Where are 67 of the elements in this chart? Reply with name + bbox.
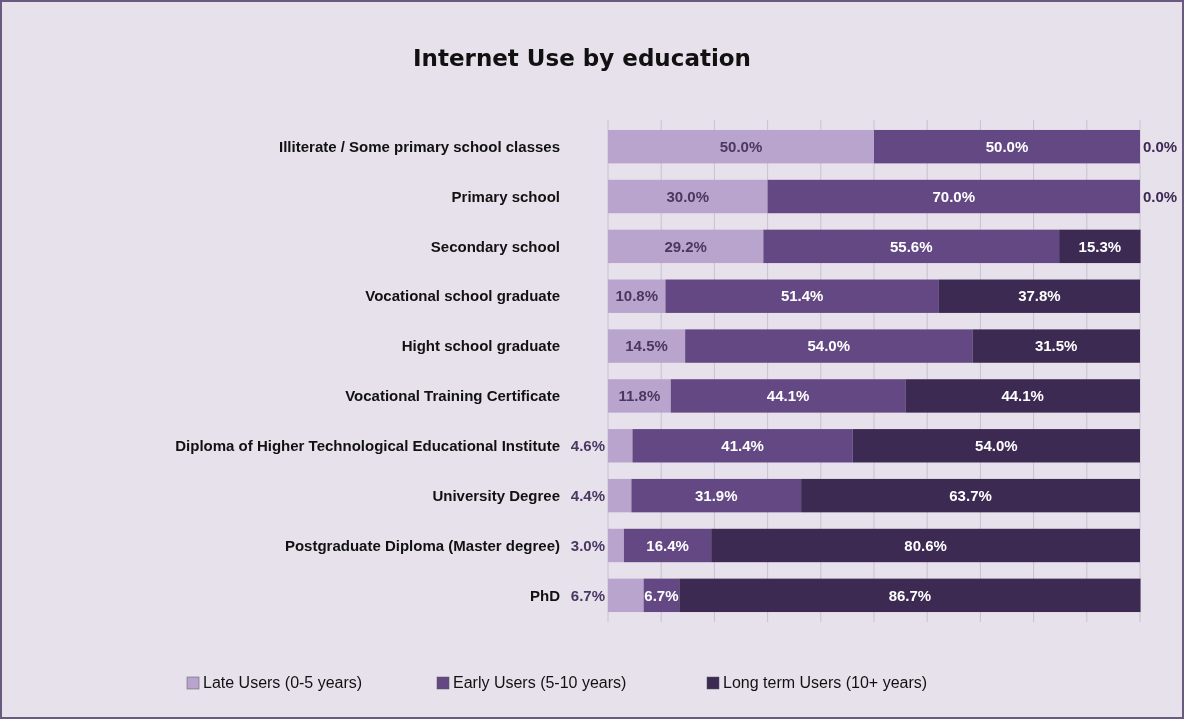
- bar: [801, 478, 1140, 513]
- y-tick-label: Illiterate / Some primary school classes: [279, 137, 560, 155]
- data-label: 29.2%: [664, 237, 707, 255]
- bar: [767, 179, 1140, 214]
- bar: [679, 578, 1141, 613]
- data-label: 6.7%: [570, 586, 605, 604]
- data-label: 15.3%: [1078, 237, 1122, 255]
- bar: [608, 528, 624, 563]
- bar: [711, 528, 1140, 563]
- legend-label: Early Users (5-10 years): [453, 674, 627, 691]
- data-label: 55.6%: [889, 237, 933, 255]
- y-tick-label: Diploma of Higher Technological Educational Institute: [175, 437, 560, 455]
- y-tick-label: Primary school: [451, 187, 560, 205]
- y-tick-label: Hight school graduate: [401, 337, 560, 355]
- y-tick-label: Postgraduate Diploma (Master degree): [284, 536, 560, 554]
- data-label: 11.8%: [618, 387, 661, 405]
- data-label: 0.0%: [1143, 187, 1178, 205]
- bar: [685, 329, 973, 363]
- legend-label: Late Users (0-5 years): [203, 674, 363, 691]
- data-label: 80.6%: [904, 536, 947, 554]
- data-label: 31.9%: [694, 486, 738, 504]
- data-label: 6.7%: [644, 586, 679, 604]
- data-label: 54.0%: [807, 337, 851, 355]
- y-tick-label: Secondary school: [430, 237, 560, 255]
- bar: [608, 578, 644, 613]
- bar: [608, 478, 632, 513]
- data-label: 14.5%: [625, 337, 668, 355]
- bar: [632, 429, 853, 463]
- data-label: 4.6%: [570, 437, 605, 455]
- chart-title: Internet Use by education: [413, 45, 751, 71]
- data-label: 41.4%: [721, 437, 764, 455]
- bar: [631, 478, 802, 513]
- data-label: 31.5%: [1034, 337, 1078, 355]
- bar: [874, 129, 1140, 164]
- y-tick-label: Vocational Training Certificate: [345, 387, 560, 405]
- data-label: 51.4%: [780, 287, 824, 305]
- data-label: 0.0%: [1143, 137, 1178, 155]
- data-label: 37.8%: [1018, 287, 1061, 305]
- bar: [938, 279, 1140, 313]
- data-label: 3.0%: [570, 536, 605, 554]
- bar: [670, 379, 906, 413]
- bar: [608, 179, 768, 214]
- data-label: 16.4%: [646, 536, 689, 554]
- bar: [608, 329, 686, 363]
- bar: [852, 429, 1140, 463]
- bar: [763, 229, 1060, 264]
- data-label: 44.1%: [766, 387, 810, 405]
- data-label: 30.0%: [666, 187, 710, 205]
- data-label: 70.0%: [932, 187, 976, 205]
- data-label: 86.7%: [888, 586, 932, 604]
- y-tick-label: Vocational school graduate: [365, 287, 560, 305]
- bar: [905, 379, 1140, 413]
- data-label: 4.4%: [570, 486, 605, 504]
- data-label: 10.8%: [615, 287, 658, 305]
- bar: [608, 429, 633, 463]
- bar: [608, 129, 874, 164]
- legend-label: Long term Users (10+ years): [723, 674, 928, 691]
- data-label: 63.7%: [949, 486, 992, 504]
- data-label: 50.0%: [985, 137, 1029, 155]
- data-label: 54.0%: [975, 437, 1018, 455]
- data-label: 44.1%: [1001, 387, 1044, 405]
- y-tick-label: University Degree: [432, 486, 560, 504]
- bar: [972, 329, 1140, 363]
- bar: [665, 279, 939, 313]
- y-tick-label: PhD: [530, 586, 561, 604]
- data-label: 50.0%: [719, 137, 763, 155]
- bar: [608, 229, 764, 264]
